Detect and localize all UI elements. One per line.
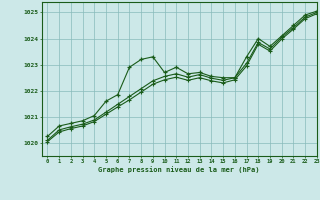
- X-axis label: Graphe pression niveau de la mer (hPa): Graphe pression niveau de la mer (hPa): [99, 166, 260, 173]
